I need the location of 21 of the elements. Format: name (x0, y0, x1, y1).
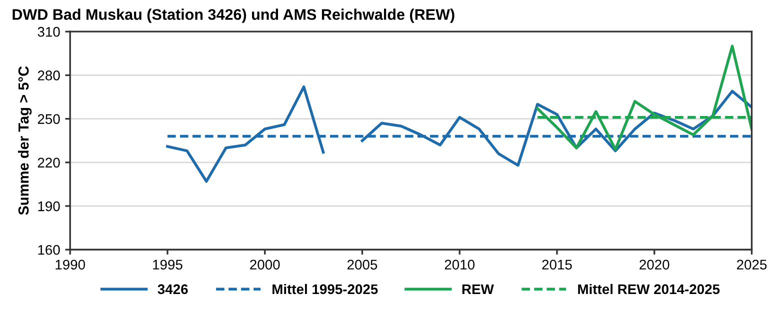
legend-label: Mittel 1995-2025 (272, 284, 378, 294)
x-tick-label: 2010 (444, 260, 475, 270)
x-tick-label: 2005 (347, 260, 378, 270)
legend-label: Mittel REW 2014-2025 (578, 284, 720, 294)
legend-label: 3426 (158, 284, 188, 294)
x-tick-label: 2025 (736, 260, 767, 270)
x-tick-label: 2000 (250, 260, 280, 270)
x-tick-label: 2020 (640, 260, 670, 270)
y-tick-label: 310 (38, 26, 60, 37)
y-tick-label: 220 (38, 158, 60, 168)
x-tick-label: 2015 (542, 260, 572, 270)
x-tick-label: 1990 (56, 260, 86, 270)
x-tick-label: 1995 (153, 260, 182, 270)
chart-title: DWD Bad Muskau (Station 3426) und AMS Reichwalde (REW) (12, 8, 454, 23)
y-axis-title: Summe der Tag > 5°C (18, 66, 32, 215)
y-tick-label: 250 (38, 114, 60, 124)
y-tick-label: 190 (38, 201, 60, 212)
legend-label: REW (462, 284, 494, 294)
line-series (536, 44, 752, 151)
y-tick-label: 280 (38, 70, 60, 80)
y-tick-label: 160 (38, 244, 60, 255)
